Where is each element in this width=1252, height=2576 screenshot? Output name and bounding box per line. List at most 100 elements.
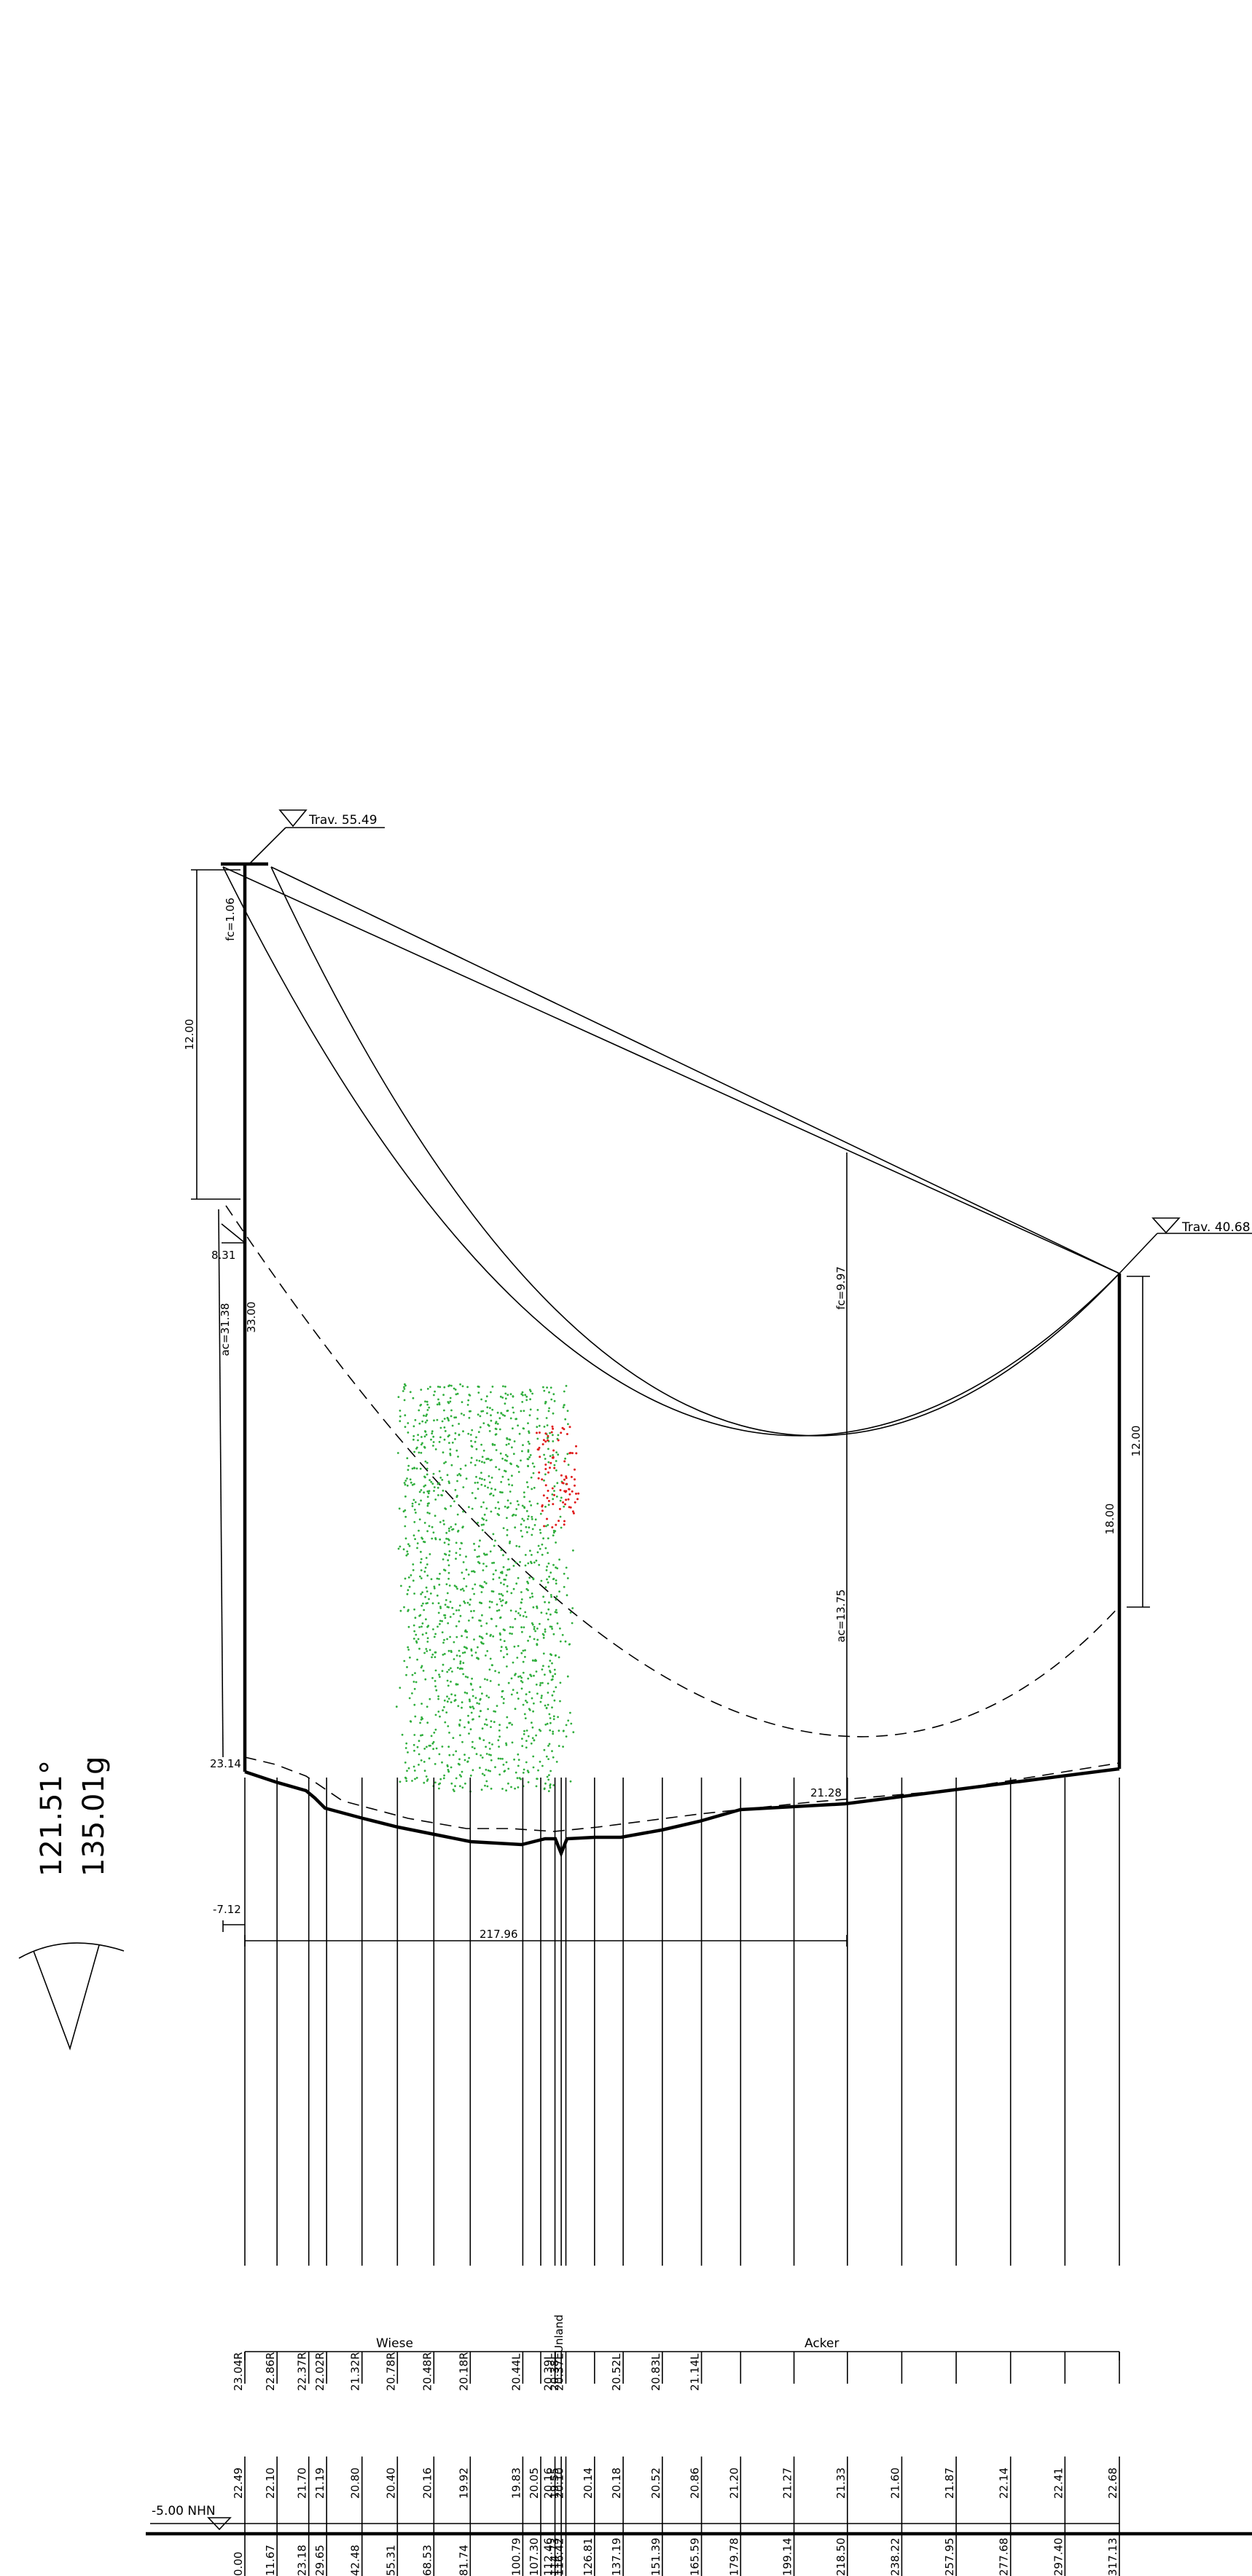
vegetation-point bbox=[447, 1697, 450, 1700]
vegetation-point bbox=[521, 1450, 523, 1453]
station-table: 23.04R 22.49 0.00 22.86R 22.10 11.67 22.37R 21.… bbox=[232, 2352, 1120, 2576]
conflict-point bbox=[572, 1512, 575, 1515]
vegetation-point bbox=[443, 1523, 445, 1525]
vegetation-point bbox=[530, 1504, 533, 1507]
vegetation-point bbox=[404, 1747, 407, 1749]
vegetation-point bbox=[547, 1581, 549, 1584]
angle-wedge-icon bbox=[33, 1944, 100, 2051]
vegetation-point bbox=[421, 1633, 424, 1636]
vegetation-point bbox=[499, 1395, 502, 1398]
vegetation-point bbox=[549, 1660, 552, 1662]
vegetation-point bbox=[447, 1527, 450, 1530]
vegetation-point bbox=[471, 1491, 474, 1494]
vegetation-point bbox=[437, 1602, 440, 1605]
vegetation-point bbox=[407, 1649, 410, 1651]
vegetation-point bbox=[546, 1386, 548, 1389]
vegetation-point bbox=[406, 1457, 409, 1459]
vegetation-point bbox=[498, 1593, 501, 1595]
vegetation-point bbox=[506, 1507, 509, 1509]
vegetation-point bbox=[454, 1488, 457, 1491]
vegetation-point bbox=[447, 1577, 450, 1580]
vegetation-point bbox=[461, 1542, 463, 1544]
vegetation-point bbox=[506, 1534, 509, 1536]
station-height: 20.86 bbox=[689, 2467, 702, 2499]
vegetation-point bbox=[520, 1601, 523, 1604]
vegetation-point bbox=[420, 1569, 423, 1571]
vegetation-point bbox=[444, 1617, 447, 1619]
vegetation-point bbox=[415, 1640, 418, 1643]
vegetation-point bbox=[523, 1733, 525, 1735]
vegetation-point bbox=[418, 1753, 420, 1756]
vegetation-point bbox=[437, 1486, 439, 1489]
vegetation-point bbox=[548, 1743, 551, 1746]
vegetation-point bbox=[485, 1553, 488, 1556]
vegetation-point bbox=[420, 1550, 422, 1553]
vegetation-point bbox=[456, 1667, 459, 1669]
vegetation-point bbox=[493, 1561, 496, 1564]
vegetation-point bbox=[533, 1660, 536, 1662]
vegetation-point bbox=[433, 1394, 435, 1397]
vegetation-point bbox=[412, 1568, 415, 1571]
vegetation-point bbox=[506, 1437, 508, 1440]
vegetation-point bbox=[512, 1565, 515, 1567]
vegetation-point bbox=[517, 1576, 520, 1579]
station-height: 19.83 bbox=[509, 2467, 523, 2499]
vegetation-point bbox=[504, 1770, 506, 1772]
vegetation-point bbox=[525, 1481, 528, 1484]
vegetation-point bbox=[463, 1577, 466, 1580]
vegetation-point bbox=[413, 1770, 416, 1772]
vegetation-point bbox=[447, 1622, 450, 1625]
right-tower-label: Trav. 40.68 bbox=[1181, 1220, 1251, 1235]
vegetation-point bbox=[559, 1627, 561, 1630]
vegetation-point bbox=[547, 1410, 550, 1413]
vegetation-point bbox=[450, 1504, 452, 1507]
vegetation-point bbox=[480, 1591, 483, 1593]
vegetation-point bbox=[545, 1612, 548, 1615]
vegetation-point bbox=[492, 1494, 495, 1497]
vegetation-point bbox=[546, 1566, 548, 1568]
vegetation-point bbox=[516, 1500, 519, 1503]
vegetation-point bbox=[434, 1537, 437, 1539]
vegetation-point bbox=[504, 1453, 507, 1456]
vegetation-point bbox=[538, 1563, 541, 1566]
vegetation-point bbox=[512, 1453, 515, 1456]
vegetation-point bbox=[436, 1594, 439, 1597]
vegetation-point bbox=[432, 1531, 435, 1534]
vegetation-point bbox=[500, 1600, 502, 1603]
vegetation-point bbox=[442, 1663, 445, 1666]
vegetation-point bbox=[434, 1685, 437, 1688]
vegetation-point bbox=[525, 1729, 528, 1732]
vegetation-point bbox=[423, 1761, 426, 1763]
vegetation-point bbox=[413, 1520, 416, 1523]
vegetation-point bbox=[426, 1467, 429, 1470]
conflict-point bbox=[567, 1498, 570, 1501]
vegetation-point bbox=[507, 1478, 510, 1481]
vegetation-point bbox=[507, 1442, 510, 1445]
vegetation-point bbox=[438, 1578, 440, 1580]
vegetation-point bbox=[485, 1768, 488, 1771]
vegetation-point bbox=[454, 1438, 456, 1440]
vegetation-point bbox=[531, 1462, 534, 1465]
vegetation-point bbox=[552, 1531, 555, 1534]
vegetation-point bbox=[458, 1604, 461, 1607]
vegetation-point bbox=[458, 1774, 461, 1776]
vegetation-point bbox=[547, 1778, 550, 1781]
vegetation-point bbox=[482, 1422, 485, 1424]
vegetation-point bbox=[474, 1464, 477, 1466]
vegetation-point bbox=[490, 1510, 493, 1513]
vegetation-point bbox=[414, 1501, 417, 1504]
vegetation-point bbox=[438, 1402, 441, 1405]
vegetation-point bbox=[509, 1393, 512, 1396]
vegetation-point bbox=[442, 1558, 445, 1560]
vegetation-point bbox=[521, 1401, 524, 1403]
vegetation-point bbox=[442, 1641, 445, 1644]
vegetation-point bbox=[405, 1742, 408, 1745]
vegetation-point bbox=[523, 1519, 525, 1522]
vegetation-point bbox=[498, 1773, 501, 1776]
vegetation-point bbox=[461, 1587, 464, 1590]
vegetation-point bbox=[449, 1454, 452, 1456]
station-height: 21.19 bbox=[313, 2467, 326, 2499]
vegetation-point bbox=[441, 1619, 443, 1622]
vegetation-point bbox=[472, 1695, 474, 1697]
vegetation-point bbox=[415, 1777, 418, 1779]
